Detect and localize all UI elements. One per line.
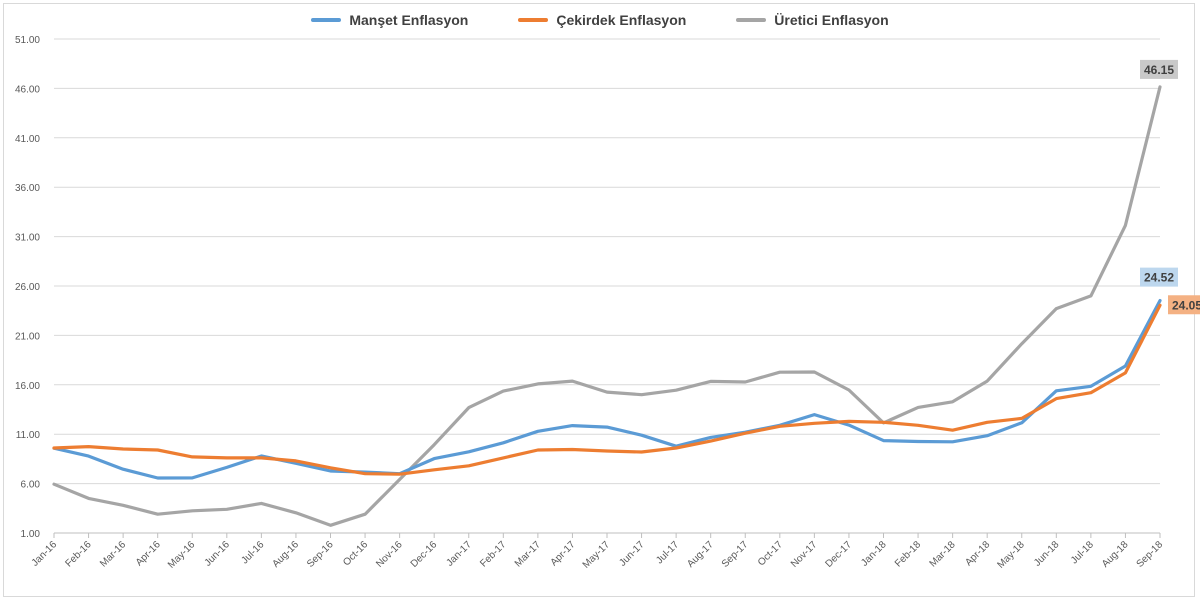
y-tick-label: 16.00 bbox=[15, 381, 40, 392]
y-tick-label: 1.00 bbox=[21, 529, 41, 540]
chart-legend: Manşet Enflasyon Çekirdek Enflasyon Üret… bbox=[0, 12, 1200, 28]
legend-label-uretici: Üretici Enflasyon bbox=[774, 12, 889, 28]
x-tick-label: Jan-16 bbox=[30, 539, 60, 569]
legend-swatch-cekirdek bbox=[518, 18, 549, 22]
y-tick-label: 31.00 bbox=[15, 233, 40, 244]
x-tick-label: Jul-17 bbox=[654, 539, 681, 566]
legend-swatch-uretici bbox=[736, 18, 767, 22]
x-tick-label: Oct-16 bbox=[341, 539, 370, 568]
x-tick-label: May-17 bbox=[581, 539, 613, 571]
x-tick-label: May-16 bbox=[166, 539, 198, 571]
legend-label-cekirdek: Çekirdek Enflasyon bbox=[556, 12, 687, 28]
y-tick-label: 51.00 bbox=[15, 35, 40, 46]
x-tick-label: Oct-17 bbox=[756, 539, 785, 568]
x-tick-label: Mar-18 bbox=[928, 539, 958, 569]
y-tick-label: 36.00 bbox=[15, 183, 40, 194]
x-tick-label: Aug-18 bbox=[1100, 539, 1131, 570]
series-line bbox=[52, 85, 1162, 527]
x-tick-label: Apr-17 bbox=[549, 539, 578, 568]
data-label: 24.52 bbox=[1144, 271, 1174, 285]
x-tick-label: Sep-17 bbox=[720, 539, 751, 570]
x-tick-label: Aug-17 bbox=[685, 539, 716, 570]
legend-label-manset: Manşet Enflasyon bbox=[349, 12, 469, 28]
x-tick-label: Jan-18 bbox=[859, 539, 889, 569]
x-tick-label: Jun-16 bbox=[203, 539, 233, 569]
legend-item-cekirdek: Çekirdek Enflasyon bbox=[518, 12, 686, 28]
x-tick-label: Feb-17 bbox=[478, 539, 508, 569]
data-label: 24.05 bbox=[1172, 298, 1200, 312]
x-tick-label: Dec-16 bbox=[409, 539, 440, 570]
x-tick-label: Mar-16 bbox=[98, 539, 128, 569]
y-tick-label: 11.00 bbox=[16, 430, 41, 441]
x-tick-label: Sep-18 bbox=[1135, 539, 1166, 570]
x-tick-label: Aug-16 bbox=[270, 539, 301, 570]
legend-item-manset: Manşet Enflasyon bbox=[311, 12, 468, 28]
x-tick-label: Jul-16 bbox=[239, 539, 266, 566]
data-label-box bbox=[1168, 295, 1200, 315]
legend-swatch-manset bbox=[311, 18, 342, 22]
series-line bbox=[52, 303, 1162, 476]
x-tick-label: Jan-17 bbox=[444, 539, 474, 569]
x-tick-label: Feb-16 bbox=[63, 539, 93, 569]
x-tick-label: Mar-17 bbox=[513, 539, 543, 569]
x-tick-label: Nov-17 bbox=[789, 539, 820, 570]
x-tick-label: Apr-18 bbox=[963, 539, 992, 568]
y-tick-label: 26.00 bbox=[15, 282, 40, 293]
data-label-box bbox=[1140, 267, 1178, 287]
y-tick-label: 21.00 bbox=[15, 331, 40, 342]
x-tick-label: Jun-17 bbox=[617, 539, 647, 569]
series-line bbox=[52, 299, 1162, 480]
x-tick-label: May-18 bbox=[996, 539, 1028, 571]
x-tick-label: Apr-16 bbox=[134, 539, 163, 568]
data-label: 46.15 bbox=[1144, 63, 1174, 77]
legend-item-uretici: Üretici Enflasyon bbox=[736, 12, 889, 28]
data-label-box bbox=[1140, 59, 1178, 79]
y-tick-label: 41.00 bbox=[15, 134, 40, 145]
x-tick-label: Dec-17 bbox=[823, 539, 854, 570]
y-tick-label: 6.00 bbox=[21, 480, 41, 491]
x-tick-label: Jul-18 bbox=[1069, 539, 1096, 566]
x-tick-label: Feb-18 bbox=[893, 539, 923, 569]
x-tick-label: Nov-16 bbox=[374, 539, 405, 570]
x-tick-label: Jun-18 bbox=[1032, 539, 1062, 569]
chart-frame bbox=[3, 3, 1195, 597]
y-tick-label: 46.00 bbox=[15, 84, 40, 95]
x-tick-label: Sep-16 bbox=[305, 539, 336, 570]
